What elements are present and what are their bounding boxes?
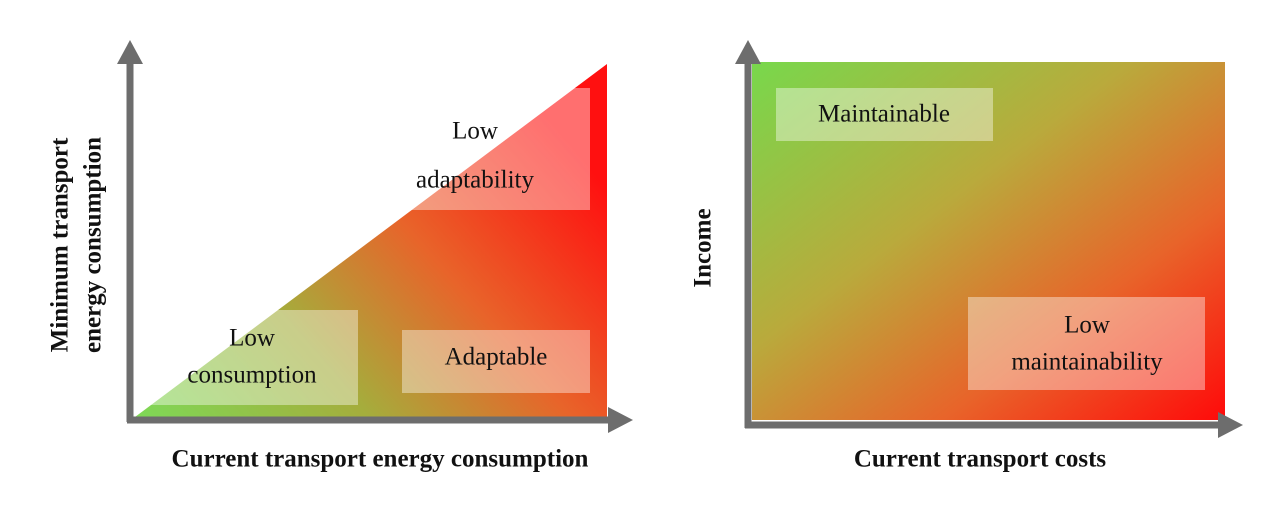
region-label: adaptability bbox=[416, 167, 535, 194]
region-label: Low bbox=[1064, 312, 1110, 339]
arrow-head bbox=[608, 407, 633, 433]
y-axis-label: energy consumption bbox=[80, 137, 107, 353]
region-label: Low bbox=[229, 325, 275, 352]
y-axis-label: Income bbox=[690, 208, 717, 287]
region-label: Adaptable bbox=[445, 344, 548, 371]
region-label: Low bbox=[452, 118, 498, 145]
region-box bbox=[408, 88, 590, 210]
y-axis-label: Minimum transport bbox=[47, 137, 74, 352]
region-label: consumption bbox=[187, 362, 317, 389]
region-box bbox=[776, 88, 993, 141]
region-box bbox=[145, 310, 358, 405]
triangle-area bbox=[135, 64, 607, 417]
arrow-head bbox=[1218, 412, 1243, 438]
x-axis-label: Current transport costs bbox=[854, 446, 1107, 473]
arrow-head bbox=[117, 40, 143, 64]
arrow-head bbox=[735, 40, 761, 64]
gradient-area bbox=[752, 62, 1225, 420]
region-box bbox=[968, 297, 1205, 390]
region-label: maintainability bbox=[1011, 349, 1163, 376]
x-axis-label: Current transport energy consumption bbox=[172, 446, 589, 473]
region-box bbox=[402, 330, 590, 393]
region-label: Maintainable bbox=[818, 101, 950, 128]
right-panel: Maintainable Low maintainability Current… bbox=[690, 40, 1243, 473]
left-panel: Low adaptability Low consumption Adaptab… bbox=[47, 40, 633, 473]
